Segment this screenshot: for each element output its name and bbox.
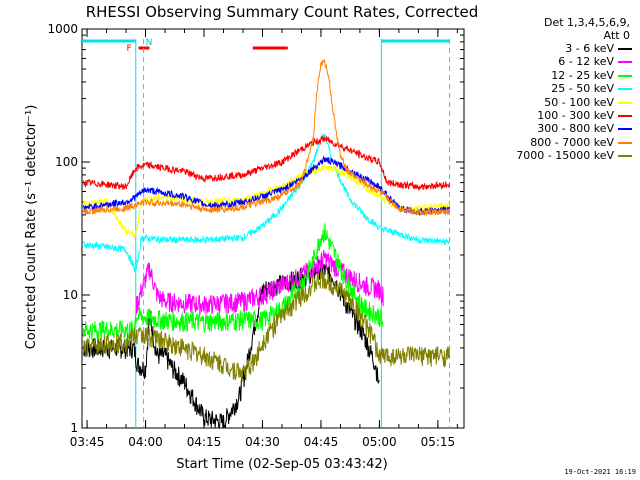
legend-swatch — [618, 88, 632, 91]
legend-label: 800 - 7000 keV — [530, 135, 614, 149]
detectors-label: Det 1,3,4,5,6,9, — [543, 16, 630, 29]
legend-label: 3 - 6 keV — [565, 42, 614, 55]
legend-item: 7000 - 15000 keV — [516, 149, 632, 162]
legend-swatch — [618, 48, 632, 50]
series-line-3 — [82, 133, 450, 273]
legend-label: 25 - 50 keV — [551, 82, 614, 96]
legend-swatch — [618, 128, 632, 131]
legend-label: 100 - 300 keV — [537, 109, 614, 122]
legend-label: 6 - 12 keV — [558, 55, 614, 69]
legend-swatch — [618, 74, 632, 77]
series-line-5 — [82, 136, 450, 191]
legend-label: 300 - 800 keV — [537, 122, 614, 136]
x-tick-label: 04:15 — [187, 435, 222, 449]
series-line-8 — [82, 271, 450, 382]
legend-item: 6 - 12 keV — [558, 55, 632, 68]
legend-item: 12 - 25 keV — [551, 69, 632, 82]
generated-timestamp: 19-Oct-2021 16:19 — [564, 468, 636, 476]
y-tick-label: 10 — [63, 288, 78, 302]
x-tick-label: 05:15 — [421, 435, 456, 449]
series-line-0 — [82, 258, 380, 429]
chart-title: RHESSI Observing Summary Count Rates, Co… — [86, 3, 479, 21]
y-axis-label: Corrected Count Rate (s⁻¹ detector⁻¹) — [24, 105, 39, 350]
legend-item: 300 - 800 keV — [537, 122, 632, 135]
series-line-7 — [82, 59, 450, 217]
x-tick-label: 04:30 — [245, 435, 280, 449]
legend-item: 800 - 7000 keV — [530, 136, 632, 149]
legend-swatch — [618, 155, 632, 158]
legend-item: 3 - 6 keV — [565, 42, 632, 55]
series-line-2 — [82, 223, 384, 342]
y-tick-label: 1000 — [47, 22, 78, 36]
legend-label: 7000 - 15000 keV — [516, 149, 614, 163]
legend-item: 25 - 50 keV — [551, 82, 632, 95]
series-line-1 — [135, 249, 384, 316]
plot-area: 1 10 100 1000 03:45 04:00 04:15 04:30 04:45 05:00… — [47, 22, 465, 449]
legend-swatch — [618, 61, 632, 64]
legend-label: 12 - 25 keV — [551, 68, 614, 82]
x-tick-label: 05:00 — [362, 435, 397, 449]
legend-item: 50 - 100 keV — [544, 96, 632, 109]
saa-marker: N — [146, 38, 153, 48]
y-tick-label: 100 — [55, 155, 78, 169]
attenuator-label: Att 0 — [603, 29, 630, 42]
flare-marker: F — [127, 44, 132, 54]
legend-item: 100 - 300 keV — [537, 109, 632, 122]
legend-swatch — [618, 141, 632, 144]
x-tick-label: 04:00 — [128, 435, 163, 449]
legend-swatch — [618, 115, 632, 117]
x-tick-label: 04:45 — [304, 435, 339, 449]
x-tick-label: 03:45 — [70, 435, 105, 449]
plot-frame — [81, 28, 465, 429]
y-tick-label: 1 — [70, 421, 78, 435]
x-axis-label: Start Time (02-Sep-05 03:43:42) — [176, 457, 387, 472]
legend-swatch — [618, 101, 632, 104]
legend-label: 50 - 100 keV — [544, 95, 614, 109]
legend-header: Det 1,3,4,5,6,9, Att 0 — [544, 16, 630, 42]
